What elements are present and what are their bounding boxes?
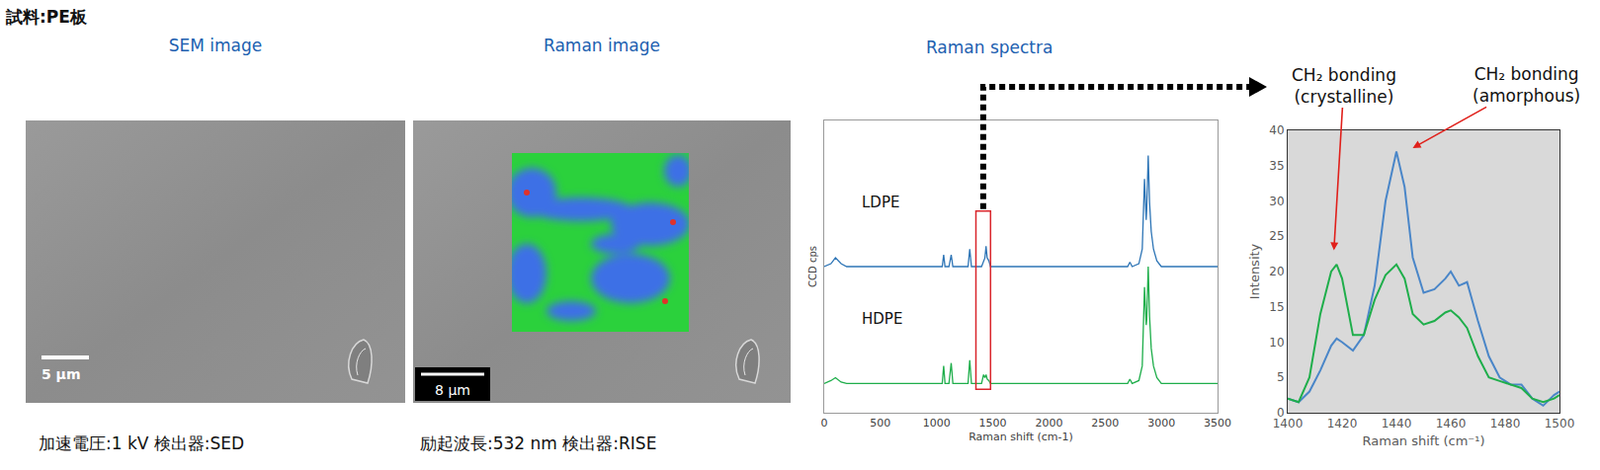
html-text:SEM image: SEM image (168, 35, 263, 56)
svg-text:40: 40 (1268, 123, 1284, 138)
svg-text:2500: 2500 (1091, 417, 1119, 430)
html-text:励起波長:532 nm 検出器:RISE: 励起波長:532 nm 検出器:RISE (420, 433, 657, 454)
svg-text:1500: 1500 (979, 417, 1008, 430)
svg-text:35: 35 (1268, 159, 1284, 173)
html-text:加速電圧:1 kV 検出器:SED: 加速電圧:1 kV 検出器:SED (38, 433, 245, 454)
svg-text:0: 0 (1276, 406, 1285, 421)
svg-text:CH₂ bonding(crystalline): CH₂ bonding(crystalline) (1291, 65, 1397, 107)
svg-text:1420: 1420 (1327, 417, 1358, 431)
svg-text:15: 15 (1268, 300, 1284, 315)
html-text:試料:PE板: 試料:PE板 (5, 6, 87, 27)
html-text:Raman image: Raman image (543, 35, 661, 56)
svg-text:3500: 3500 (1203, 417, 1232, 430)
svg-text:Raman shift (cm⁻¹): Raman shift (cm⁻¹) (1362, 433, 1486, 449)
svg-text:Raman shift (cm-1): Raman shift (cm-1) (968, 430, 1074, 444)
svg-text:25: 25 (1268, 229, 1284, 244)
svg-text:5 µm: 5 µm (41, 366, 82, 383)
svg-text:8 µm: 8 µm (434, 382, 471, 399)
svg-text:20: 20 (1268, 264, 1284, 279)
svg-text:3000: 3000 (1147, 417, 1176, 430)
svg-text:2000: 2000 (1034, 417, 1063, 430)
svg-text:Intensity: Intensity (1247, 243, 1263, 300)
svg-text:1440: 1440 (1381, 417, 1413, 431)
svg-text:LDPE: LDPE (861, 193, 900, 212)
svg-text:1400: 1400 (1272, 417, 1304, 431)
svg-text:CCD cps: CCD cps (807, 246, 819, 288)
svg-text:1460: 1460 (1435, 417, 1467, 431)
svg-text:Raman spectra: Raman spectra (926, 37, 1054, 58)
svg-text:500: 500 (869, 417, 891, 430)
svg-text:CH₂ bonding(amorphous): CH₂ bonding(amorphous) (1472, 64, 1581, 106)
svg-text:1480: 1480 (1490, 417, 1521, 431)
svg-text:HDPE: HDPE (861, 310, 903, 329)
svg-text:1500: 1500 (1544, 417, 1576, 431)
svg-text:5: 5 (1276, 370, 1285, 385)
svg-text:30: 30 (1268, 194, 1284, 209)
svg-text:1000: 1000 (923, 417, 951, 430)
svg-text:10: 10 (1268, 336, 1284, 350)
svg-text:0: 0 (821, 417, 829, 430)
